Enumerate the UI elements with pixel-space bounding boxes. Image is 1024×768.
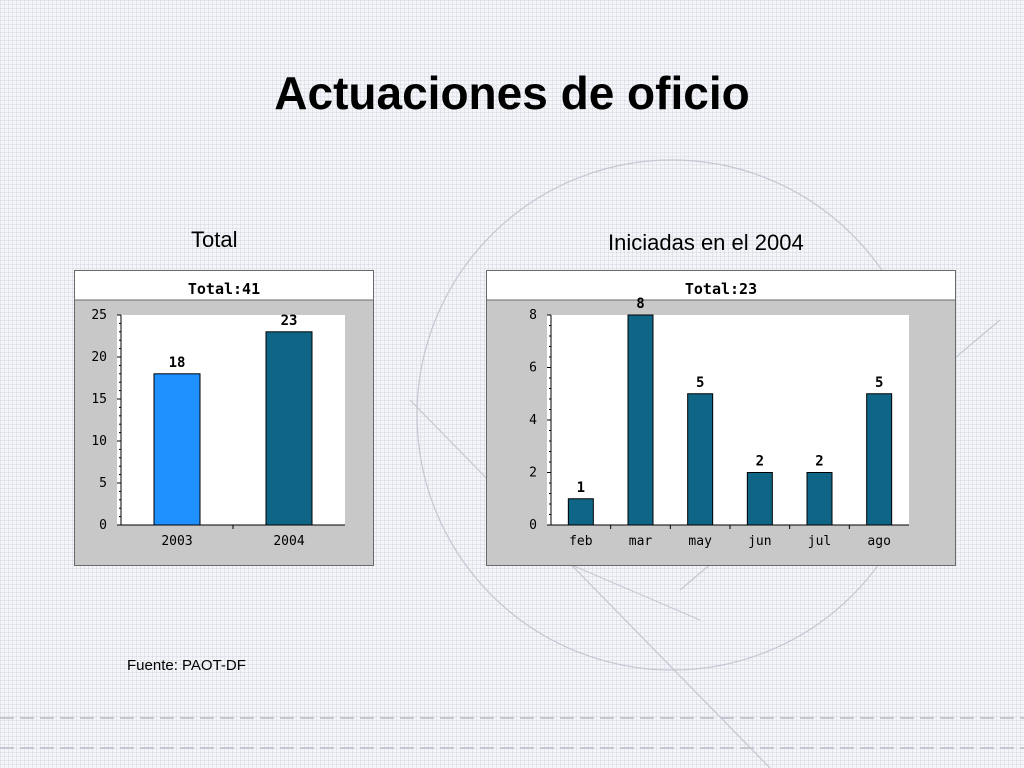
y-tick-label: 0 — [529, 518, 537, 533]
y-tick-label: 2 — [529, 466, 537, 481]
x-tick-label-jul: jul — [808, 534, 831, 549]
total-chart-panel: Total:41 0 5 10 15 20 25 18 2003 23 2004 — [74, 270, 374, 566]
right-chart-caption: Iniciadas en el 2004 — [608, 230, 804, 255]
data-label-ago: 5 — [875, 375, 883, 391]
total-chart: Total:41 0 5 10 15 20 25 18 2003 23 2004 — [75, 271, 373, 549]
bar-2004 — [265, 331, 313, 526]
x-tick-label-jun: jun — [748, 534, 771, 549]
y-tick-label: 4 — [529, 413, 537, 428]
left-chart-caption: Total — [191, 227, 238, 252]
data-label-jun: 2 — [756, 454, 764, 470]
x-tick-label-2004: 2004 — [273, 534, 304, 549]
bar-mar — [627, 314, 654, 526]
plot-area — [547, 315, 909, 525]
y-tick-label: 10 — [91, 434, 107, 449]
x-tick-label-ago: ago — [867, 534, 890, 549]
chart-header-bg — [487, 271, 955, 300]
bar-2003 — [153, 373, 201, 526]
bar-feb — [567, 498, 594, 526]
monthly-chart-panel: Total:23 0 2 4 6 8 1 feb 8 mar 5 may 2 jun 2 jul 5 ago — [486, 270, 956, 566]
y-tick-label: 20 — [91, 350, 107, 365]
bar-may — [687, 393, 714, 526]
chart-header-label: Total:23 — [685, 280, 757, 298]
slide-title: Actuaciones de oficio — [274, 67, 750, 119]
data-label-feb: 1 — [577, 480, 585, 496]
source-note: Fuente: PAOT-DF — [127, 657, 246, 674]
y-tick-label: 6 — [529, 361, 537, 376]
y-tick-label: 25 — [91, 308, 107, 323]
bar-jul — [806, 472, 833, 526]
data-label-jul: 2 — [815, 454, 823, 470]
y-tick-label: 15 — [91, 392, 107, 407]
chart-header-bg — [75, 271, 373, 300]
data-label-may: 5 — [696, 375, 704, 391]
y-tick-label: 0 — [99, 518, 107, 533]
y-tick-label: 5 — [99, 476, 107, 491]
x-tick-label-may: may — [688, 534, 712, 549]
data-label-2004: 23 — [281, 313, 298, 329]
data-label-mar: 8 — [636, 296, 644, 312]
x-tick-label-2003: 2003 — [161, 534, 192, 549]
monthly-chart: Total:23 0 2 4 6 8 1 feb 8 mar 5 may 2 jun 2 jul 5 ago — [487, 271, 955, 549]
data-label-2003: 18 — [169, 355, 186, 371]
y-tick-label: 8 — [529, 308, 537, 323]
bar-ago — [866, 393, 893, 526]
chart-header-label: Total:41 — [188, 280, 260, 298]
x-tick-label-mar: mar — [629, 534, 653, 549]
bar-jun — [746, 472, 773, 526]
x-tick-label-feb: feb — [569, 534, 593, 549]
